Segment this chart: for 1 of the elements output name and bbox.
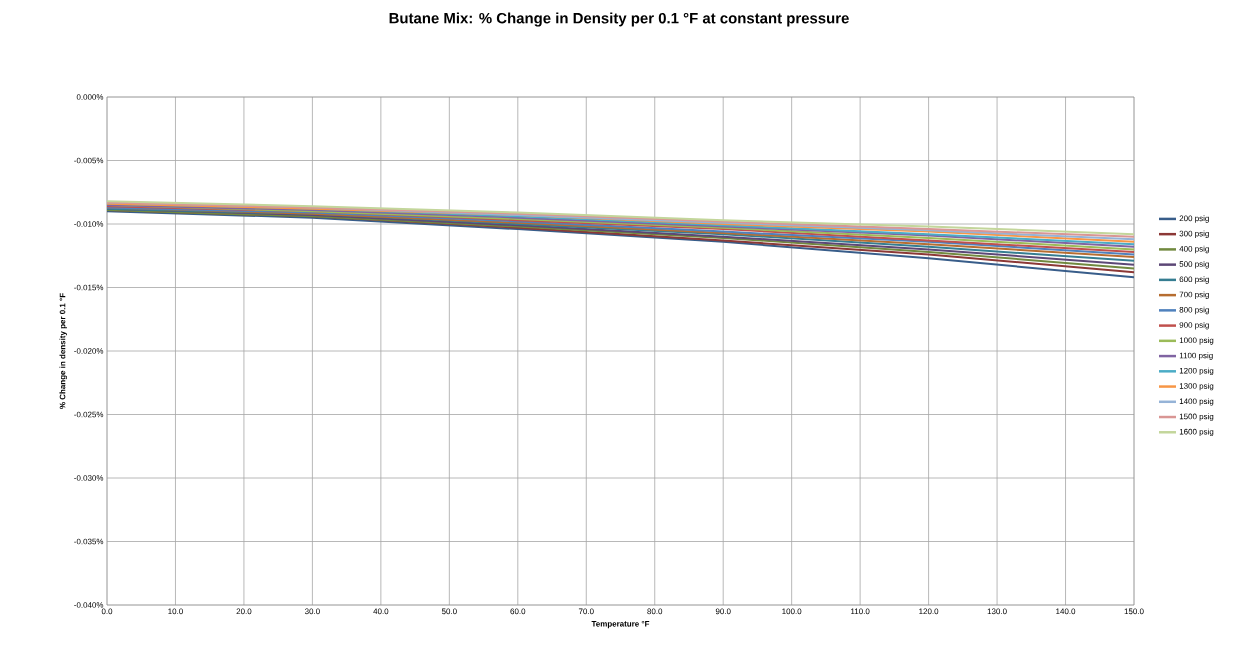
chart-title: Butane Mix: % Change in Density per 0.1 °F at constant pressure [389, 12, 849, 27]
